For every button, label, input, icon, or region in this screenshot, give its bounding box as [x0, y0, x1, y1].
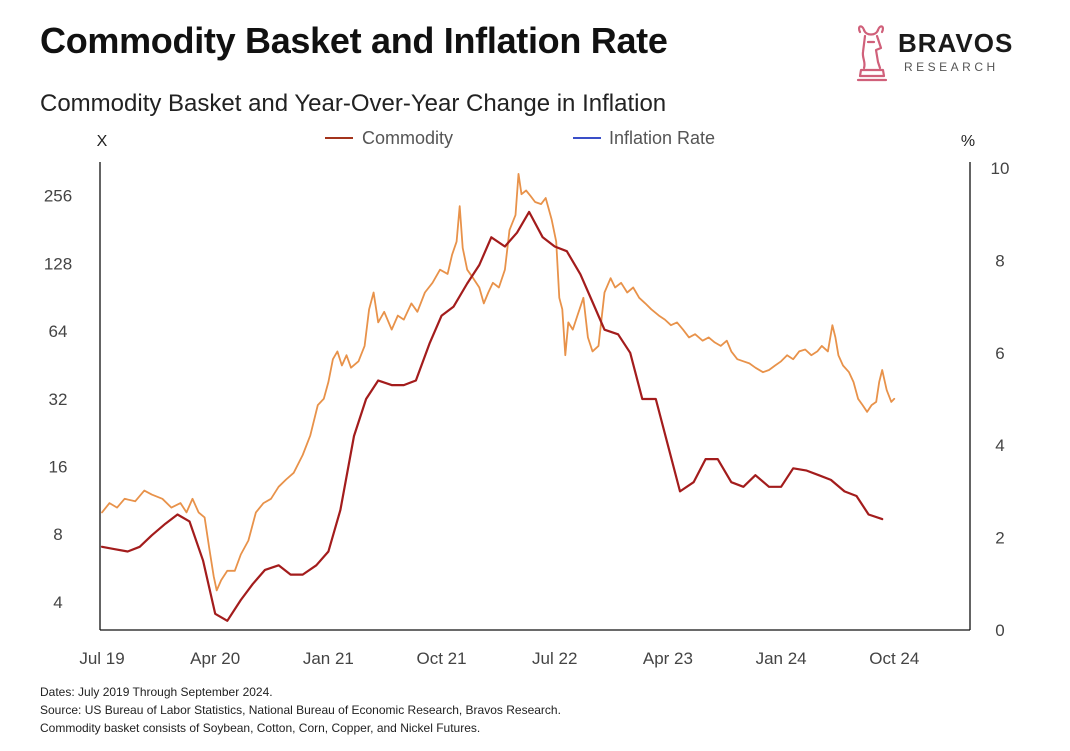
left-tick-label: 256: [44, 187, 72, 206]
x-tick-label: Jan 24: [756, 649, 807, 668]
chart-legend: Commodity Inflation Rate: [325, 128, 715, 148]
brand-logo: BRAVOS RESEARCH: [848, 22, 1038, 86]
left-tick-label: 32: [49, 390, 68, 409]
footer-dates: Dates: July 2019 Through September 2024.: [40, 685, 273, 699]
brand-tagline: RESEARCH: [904, 60, 999, 74]
x-tick-label: Oct 24: [869, 649, 919, 668]
footer-source: Source: US Bureau of Labor Statistics, N…: [40, 703, 561, 717]
x-tick-label: Oct 21: [416, 649, 466, 668]
left-axis-unit: X: [97, 133, 108, 150]
right-tick-label: 0: [995, 621, 1004, 640]
bull-chess-knight-icon: [856, 25, 888, 82]
right-tick-label: 4: [995, 436, 1004, 455]
left-tick-label: 4: [53, 593, 62, 612]
right-tick-label: 10: [991, 159, 1010, 178]
right-tick-label: 8: [995, 251, 1004, 270]
left-tick-label: 8: [53, 525, 62, 544]
x-tick-label: Jan 21: [303, 649, 354, 668]
brand-name: BRAVOS: [898, 28, 1014, 58]
legend-label-commodity: Commodity: [362, 128, 453, 148]
commodity-inflation-chart: Commodity Inflation Rate X %48163264128256…: [44, 128, 1010, 668]
commodity-series-line: [101, 173, 896, 592]
chart-subtitle: Commodity Basket and Year-Over-Year Chan…: [40, 90, 667, 117]
chart-axes: X % 4 8 16 32 64 128 256 0 2 4 6 8 10 Jul 19 Apr 20 Jan 2…: [44, 133, 1010, 668]
x-tick-label: Apr 23: [643, 649, 693, 668]
left-tick-label: 128: [44, 254, 72, 273]
chart-footer: Dates: July 2019 Through September 2024.…: [40, 683, 561, 737]
footer-note: Commodity basket consists of Soybean, Co…: [40, 721, 481, 735]
legend-label-inflation-rate: Inflation Rate: [609, 128, 715, 148]
page-title: Commodity Basket and Inflation Rate: [40, 20, 668, 61]
x-tick-label: Jul 22: [532, 649, 577, 668]
right-tick-label: 2: [995, 529, 1004, 548]
right-tick-label: 6: [995, 344, 1004, 363]
right-axis-unit: %: [961, 133, 975, 150]
x-tick-label: Jul 19: [79, 649, 124, 668]
inflation-rate-series-line: [100, 210, 884, 622]
chart-series: [100, 173, 896, 622]
left-tick-label: 16: [49, 458, 68, 477]
left-tick-label: 64: [49, 322, 68, 341]
x-tick-label: Apr 20: [190, 649, 240, 668]
